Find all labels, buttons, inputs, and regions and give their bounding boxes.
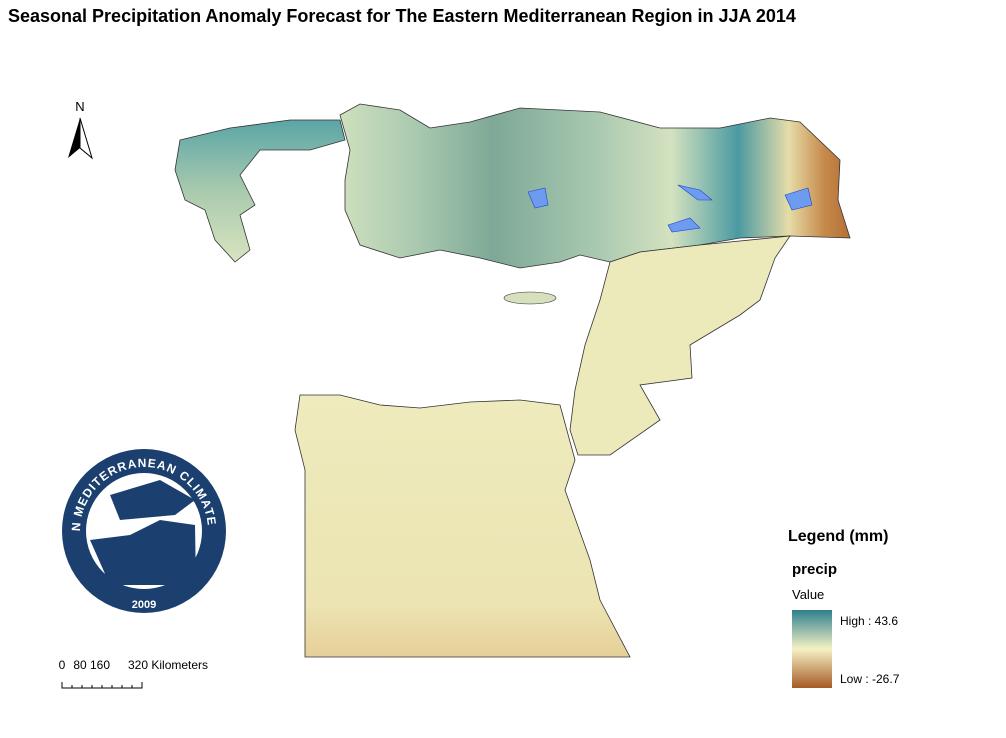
legend-low: Low : -26.7 (840, 672, 900, 686)
lake (527, 187, 549, 209)
logo-map (110, 480, 195, 520)
logo: EASTERN MEDITERRANEAN CLIMATE CENTRE 200… (0, 0, 226, 613)
map-title: Seasonal Precipitation Anomaly Forecast … (8, 6, 796, 26)
north-label: N (75, 99, 84, 114)
lake (784, 187, 813, 211)
scale-bar: 0 80 160 320 Kilometers (59, 658, 208, 689)
legend-high: High : 43.6 (840, 614, 898, 628)
scale-label: 0 (59, 658, 66, 672)
legend-title: Legend (mm) (788, 528, 888, 545)
logo-year: 2009 (132, 599, 156, 611)
levant-iraq (569, 235, 791, 456)
logo-ring-text: EASTERN MEDITERRANEAN CLIMATE CENTRE (0, 0, 219, 532)
egypt (294, 394, 631, 658)
greece (174, 119, 346, 263)
legend-ramp (792, 610, 832, 688)
turkey (339, 103, 851, 269)
scale-label: 160 (90, 658, 110, 672)
scale-label: 80 (73, 658, 87, 672)
cyprus (503, 291, 557, 305)
map (174, 103, 851, 658)
north-arrow: N (68, 99, 93, 160)
legend: Legend (mm) precip Value High : 43.6 Low… (788, 528, 900, 688)
scale-line (61, 682, 143, 689)
arrow-right (79, 117, 93, 160)
logo-map (90, 520, 196, 585)
scale-label: 320 Kilometers (128, 658, 208, 672)
lake (667, 217, 701, 233)
arrow-left (68, 118, 80, 158)
legend-field: Value (792, 587, 824, 602)
lake (677, 184, 713, 201)
legend-layer: precip (792, 561, 837, 578)
